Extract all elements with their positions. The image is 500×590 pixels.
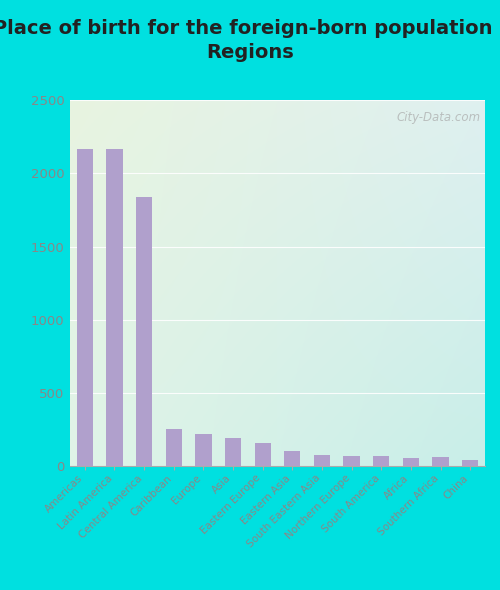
Bar — [195, 434, 212, 466]
Text: Place of birth for the foreign-born population -
Regions: Place of birth for the foreign-born popu… — [0, 19, 500, 62]
Bar — [373, 456, 390, 466]
Bar — [254, 444, 271, 466]
Bar — [284, 451, 300, 466]
Bar — [432, 457, 448, 466]
Bar — [106, 149, 122, 466]
Text: City-Data.com: City-Data.com — [396, 112, 481, 124]
Bar — [166, 429, 182, 466]
Bar — [76, 149, 93, 466]
Bar — [402, 458, 419, 466]
Bar — [344, 456, 360, 466]
Bar — [136, 197, 152, 466]
Bar — [462, 460, 478, 466]
Bar — [225, 438, 241, 466]
Bar — [314, 455, 330, 466]
